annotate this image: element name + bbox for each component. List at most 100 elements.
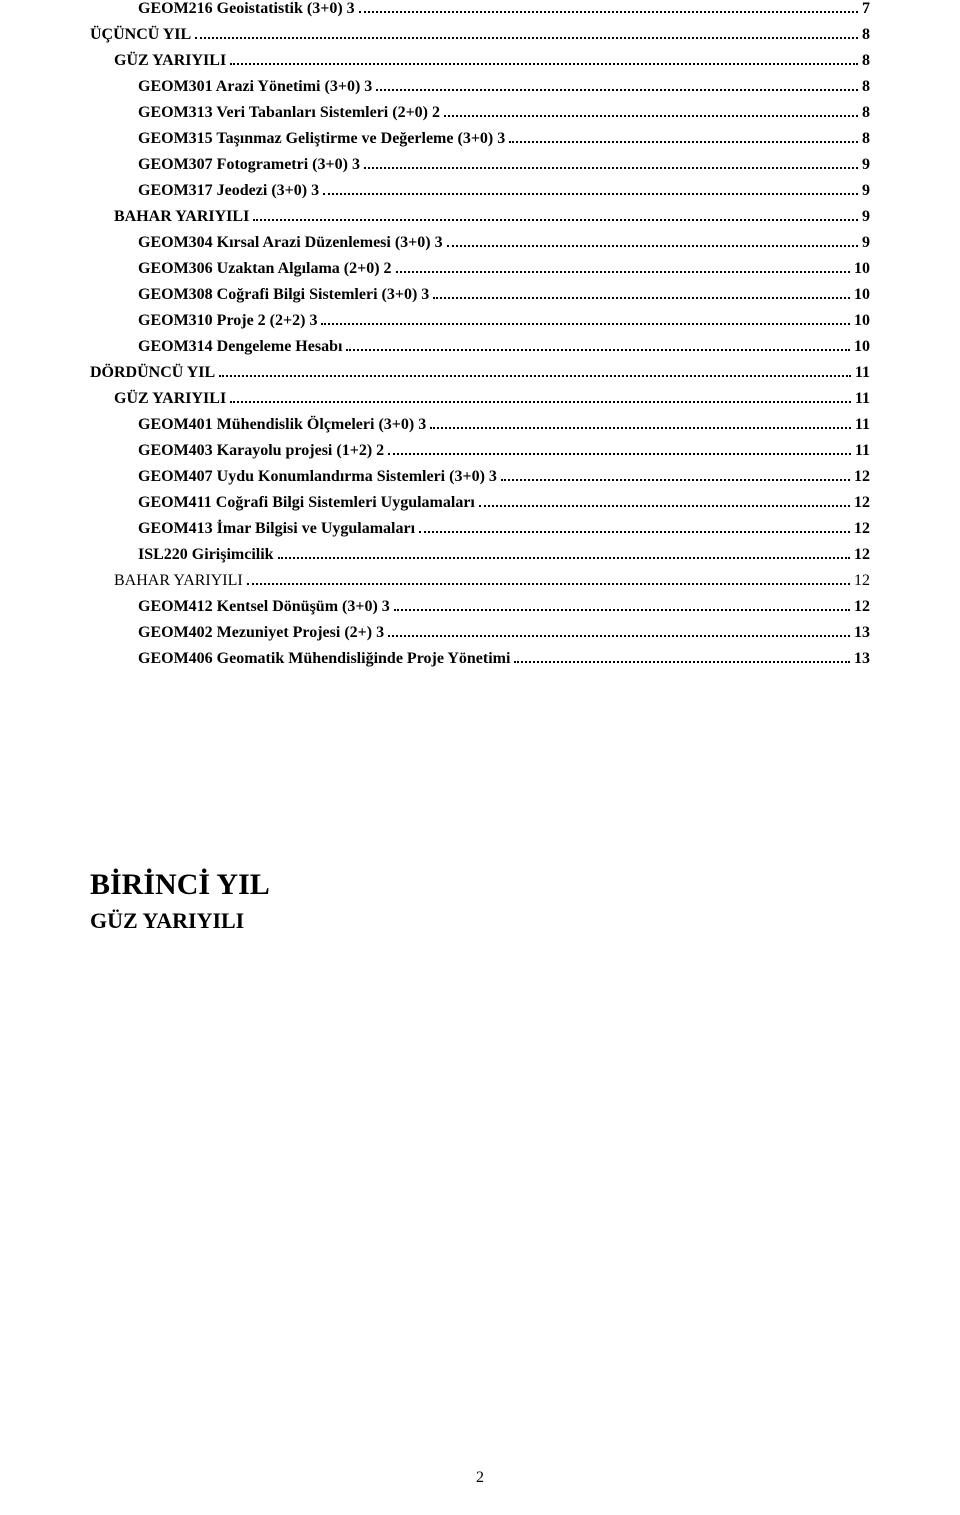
toc-entry-page: 7 [862, 0, 870, 18]
toc-entry-page: 8 [862, 26, 870, 44]
toc-entry: GEOM304 Kırsal Arazi Düzenlemesi (3+0) 3… [90, 234, 870, 252]
toc-entry-title: GEOM315 Taşınmaz Geliştirme ve Değerleme… [138, 130, 505, 148]
toc-entry-title: BAHAR YARIYILI [114, 208, 249, 226]
toc-entry-title: GEOM306 Uzaktan Algılama (2+0) 2 [138, 260, 392, 278]
toc-entry-page: 8 [862, 104, 870, 122]
toc-entry-page: 12 [854, 494, 870, 512]
toc-entry-title: GÜZ YARIYILI [114, 390, 226, 408]
toc-entry: GEOM315 Taşınmaz Geliştirme ve Değerleme… [90, 130, 870, 148]
toc-entry: GEOM407 Uydu Konumlandırma Sistemleri (3… [90, 468, 870, 486]
toc-entry-page: 9 [862, 156, 870, 174]
toc-entry-page: 11 [855, 416, 870, 434]
toc-entry: BAHAR YARIYILI 9 [90, 208, 870, 226]
toc-entry: GÜZ YARIYILI8 [90, 52, 870, 70]
toc-entry-page: 10 [854, 286, 870, 304]
toc-entry: GEOM216 Geoistatistik (3+0) 3 7 [90, 0, 870, 18]
toc-entry-title: GEOM411 Coğrafi Bilgi Sistemleri Uygulam… [138, 494, 475, 512]
toc-leader-dots [253, 219, 858, 221]
toc-entry: ISL220 Girişimcilik 12 [90, 546, 870, 564]
toc-entry-page: 10 [854, 338, 870, 356]
toc-entry-title: GEOM402 Mezuniyet Projesi (2+) 3 [138, 624, 384, 642]
page-number: 2 [0, 1469, 960, 1487]
toc-entry: GEOM402 Mezuniyet Projesi (2+) 3 13 [90, 624, 870, 642]
toc-entry-page: 8 [862, 78, 870, 96]
toc-entry: GEOM406 Geomatik Mühendisliğinde Proje Y… [90, 650, 870, 668]
toc-entry: GEOM314 Dengeleme Hesabı 10 [90, 338, 870, 356]
toc-entry-title: DÖRDÜNCÜ YIL [90, 364, 215, 382]
toc-leader-dots [444, 115, 858, 117]
toc-entry-page: 12 [854, 546, 870, 564]
toc-entry-page: 9 [862, 208, 870, 226]
toc-entry-title: GEOM216 Geoistatistik (3+0) 3 [138, 0, 355, 18]
toc-entry: GEOM307 Fotogrametri (3+0) 3 9 [90, 156, 870, 174]
toc-leader-dots [219, 375, 851, 377]
toc-leader-dots [346, 349, 850, 351]
toc-entry-title: GEOM304 Kırsal Arazi Düzenlemesi (3+0) 3 [138, 234, 443, 252]
toc-entry-title: GEOM317 Jeodezi (3+0) 3 [138, 182, 319, 200]
toc-entry-page: 12 [854, 572, 870, 590]
toc-leader-dots [195, 37, 858, 39]
toc-entry-page: 11 [855, 442, 870, 460]
toc-entry-title: GEOM310 Proje 2 (2+2) 3 [138, 312, 317, 330]
toc-entry-title: GEOM406 Geomatik Mühendisliğinde Proje Y… [138, 650, 510, 668]
toc-entry-title: GEOM301 Arazi Yönetimi (3+0) 3 [138, 78, 372, 96]
toc-leader-dots [419, 531, 850, 533]
toc-leader-dots [396, 271, 850, 273]
toc-leader-dots [509, 141, 858, 143]
toc-leader-dots [388, 635, 850, 637]
toc-leader-dots [376, 89, 858, 91]
toc-leader-dots [394, 609, 850, 611]
toc-entry-page: 8 [862, 130, 870, 148]
toc-entry-page: 13 [854, 650, 870, 668]
toc-entry-title: ÜÇÜNCÜ YIL [90, 26, 191, 44]
toc-entry: GEOM317 Jeodezi (3+0) 3 9 [90, 182, 870, 200]
toc-leader-dots [430, 427, 851, 429]
toc-leader-dots [321, 323, 850, 325]
toc-entry: GEOM308 Coğrafi Bilgi Sistemleri (3+0) 3… [90, 286, 870, 304]
toc-leader-dots [230, 401, 851, 403]
toc-entry: BAHAR YARIYILI 12 [90, 572, 870, 590]
toc-entry: GEOM313 Veri Tabanları Sistemleri (2+0) … [90, 104, 870, 122]
toc-leader-dots [388, 453, 851, 455]
toc-entry-title: GEOM413 İmar Bilgisi ve Uygulamaları [138, 520, 415, 538]
toc-entry-title: ISL220 Girişimcilik [138, 546, 274, 564]
toc-leader-dots [247, 583, 850, 585]
toc-entry: GEOM301 Arazi Yönetimi (3+0) 3 8 [90, 78, 870, 96]
toc-leader-dots [323, 193, 858, 195]
toc-entry: GEOM413 İmar Bilgisi ve Uygulamaları 12 [90, 520, 870, 538]
toc-leader-dots [479, 505, 850, 507]
toc-entry-title: GEOM412 Kentsel Dönüşüm (3+0) 3 [138, 598, 390, 616]
toc-entry-title: GEOM401 Mühendislik Ölçmeleri (3+0) 3 [138, 416, 426, 434]
section-heading-semester: GÜZ YARIYILI [90, 908, 870, 934]
toc-entry-page: 11 [855, 364, 870, 382]
toc-entry-page: 10 [854, 260, 870, 278]
toc-entry: ÜÇÜNCÜ YIL 8 [90, 26, 870, 44]
toc-entry: GEOM310 Proje 2 (2+2) 310 [90, 312, 870, 330]
toc-entry-page: 13 [854, 624, 870, 642]
toc-entry: GEOM412 Kentsel Dönüşüm (3+0) 3 12 [90, 598, 870, 616]
table-of-contents: GEOM216 Geoistatistik (3+0) 3 7 ÜÇÜNCÜ YIL… [90, 0, 870, 668]
toc-entry-title: GEOM308 Coğrafi Bilgi Sistemleri (3+0) 3 [138, 286, 429, 304]
toc-entry-title: GEOM403 Karayolu projesi (1+2) 2 [138, 442, 384, 460]
toc-leader-dots [514, 661, 850, 663]
toc-entry-page: 11 [855, 390, 870, 408]
toc-entry: GEOM403 Karayolu projesi (1+2) 2 11 [90, 442, 870, 460]
toc-leader-dots [447, 245, 858, 247]
toc-entry: GEOM411 Coğrafi Bilgi Sistemleri Uygulam… [90, 494, 870, 512]
toc-leader-dots [501, 479, 850, 481]
toc-leader-dots [364, 167, 858, 169]
toc-entry-page: 12 [854, 598, 870, 616]
toc-leader-dots [359, 11, 858, 13]
toc-entry-title: GEOM313 Veri Tabanları Sistemleri (2+0) … [138, 104, 440, 122]
toc-leader-dots [230, 63, 858, 65]
toc-entry-title: GEOM407 Uydu Konumlandırma Sistemleri (3… [138, 468, 497, 486]
toc-entry-title: GEOM307 Fotogrametri (3+0) 3 [138, 156, 360, 174]
toc-entry: GEOM306 Uzaktan Algılama (2+0) 2 10 [90, 260, 870, 278]
toc-entry-page: 9 [862, 234, 870, 252]
toc-entry-page: 12 [854, 468, 870, 486]
toc-entry-title: GÜZ YARIYILI [114, 52, 226, 70]
toc-entry-page: 12 [854, 520, 870, 538]
toc-entry-title: BAHAR YARIYILI [114, 572, 243, 590]
toc-entry-page: 9 [862, 182, 870, 200]
toc-entry-title: GEOM314 Dengeleme Hesabı [138, 338, 342, 356]
